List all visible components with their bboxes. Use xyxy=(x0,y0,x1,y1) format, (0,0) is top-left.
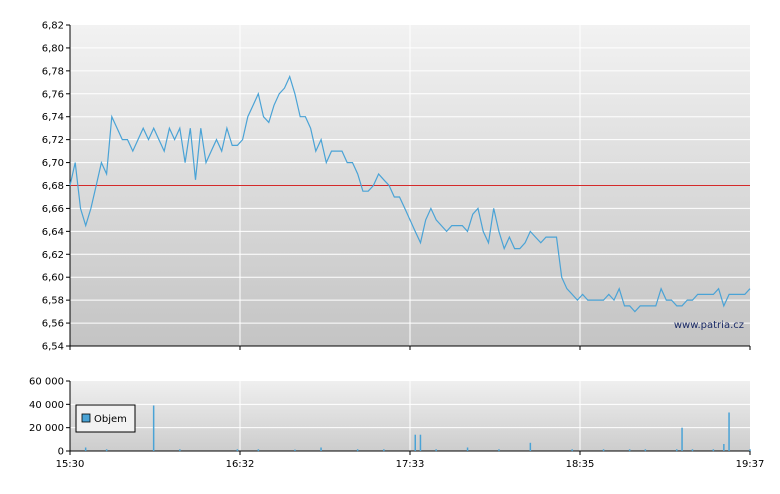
volume-bar xyxy=(414,434,416,451)
volume-bar xyxy=(691,449,694,452)
volume-y-tick-label: 20 000 xyxy=(29,423,64,434)
price-y-tick-label: 6,56 xyxy=(42,319,64,330)
volume-bar xyxy=(356,449,359,452)
x-tick-label: 15:30 xyxy=(56,459,85,470)
volume-bar xyxy=(435,449,437,452)
price-y-ticks: 6,82 6,80 6,78 6,76 6,74 6,72 6,70 6,68 6,66 6,64… xyxy=(42,21,70,353)
volume-bar xyxy=(644,449,647,452)
legend-swatch xyxy=(81,413,91,423)
price-panel: 6,82 6,80 6,78 6,76 6,74 6,72 6,70 6,68 6,66 6,64… xyxy=(42,21,751,353)
volume-legend: Objem xyxy=(75,404,136,433)
volume-bar xyxy=(676,449,678,452)
volume-bar xyxy=(257,449,260,452)
price-y-tick-label: 6,82 xyxy=(42,21,64,32)
price-y-tick-label: 6,76 xyxy=(42,89,64,100)
price-y-tick-label: 6,54 xyxy=(42,342,64,353)
volume-bar xyxy=(419,434,422,451)
price-y-tick-label: 6,72 xyxy=(42,135,64,146)
volume-bar xyxy=(571,449,573,452)
price-y-tick-label: 6,68 xyxy=(42,181,64,192)
volume-bar xyxy=(179,449,181,452)
volume-bar xyxy=(84,447,87,451)
price-y-tick-label: 6,66 xyxy=(42,204,64,215)
price-y-tick-label: 6,60 xyxy=(42,273,64,284)
volume-y-tick-label: 60 000 xyxy=(29,377,64,388)
volume-bar xyxy=(628,449,631,452)
x-tick-label: 18:35 xyxy=(566,459,595,470)
volume-grid xyxy=(70,381,750,451)
price-y-tick-label: 6,64 xyxy=(42,227,64,238)
volume-bar xyxy=(466,447,469,451)
volume-bar xyxy=(294,449,296,451)
volume-panel: 60 000 40 000 20 000 0 15:30 16:32 17:33 18:35… xyxy=(29,377,764,471)
volume-bar xyxy=(236,449,239,452)
volume-bar xyxy=(529,442,532,451)
volume-bar xyxy=(383,449,385,452)
volume-y-tick-label: 40 000 xyxy=(29,400,64,411)
volume-bar xyxy=(712,449,715,452)
volume-bar xyxy=(728,412,730,451)
watermark: www.patria.cz xyxy=(674,320,744,331)
volume-bar xyxy=(320,447,322,451)
price-y-tick-label: 6,70 xyxy=(42,158,64,169)
x-tick-label: 16:32 xyxy=(226,459,255,470)
volume-x-ticks: 15:30 16:32 17:33 18:35 19:37 xyxy=(56,451,765,470)
volume-y-ticks: 60 000 40 000 20 000 0 xyxy=(29,377,70,458)
price-y-tick-label: 6,80 xyxy=(42,43,64,54)
volume-bars xyxy=(84,405,751,452)
volume-bar xyxy=(498,449,500,452)
volume-bar xyxy=(602,449,605,452)
volume-bar xyxy=(105,449,108,452)
price-y-tick-label: 6,58 xyxy=(42,296,64,307)
price-line xyxy=(69,74,751,313)
x-tick-label: 19:37 xyxy=(736,459,765,470)
volume-y-tick-label: 0 xyxy=(58,447,64,458)
price-y-tick-label: 6,62 xyxy=(42,250,64,261)
price-x-ticks xyxy=(69,346,751,350)
volume-bar xyxy=(723,444,725,451)
legend-label: Objem xyxy=(94,414,127,425)
price-y-tick-label: 6,78 xyxy=(42,66,64,77)
volume-bar xyxy=(152,405,155,451)
x-tick-label: 17:33 xyxy=(396,459,425,470)
volume-bar xyxy=(749,449,751,452)
volume-bar xyxy=(681,427,683,451)
price-y-tick-label: 6,74 xyxy=(42,112,64,123)
